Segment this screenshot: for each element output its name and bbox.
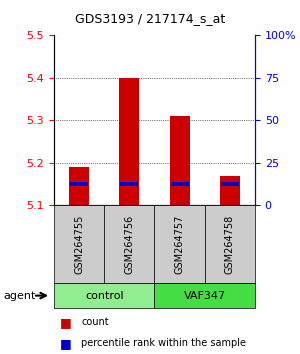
Bar [220,176,240,205]
Bar [70,182,88,186]
Bar [120,182,138,186]
Text: ■: ■ [60,337,72,350]
Text: GSM264757: GSM264757 [175,215,184,274]
Text: GSM264756: GSM264756 [124,215,134,274]
Text: GDS3193 / 217174_s_at: GDS3193 / 217174_s_at [75,12,225,25]
Text: agent: agent [3,291,35,301]
Text: GSM264758: GSM264758 [225,215,235,274]
Text: ■: ■ [60,316,72,329]
Text: GSM264755: GSM264755 [74,215,84,274]
Bar [69,167,89,205]
Bar [119,78,140,205]
Bar [169,116,190,205]
Text: VAF347: VAF347 [184,291,226,301]
Bar [171,182,189,186]
Text: count: count [81,317,109,327]
Bar [221,182,239,186]
Text: control: control [85,291,124,301]
Text: percentile rank within the sample: percentile rank within the sample [81,338,246,348]
